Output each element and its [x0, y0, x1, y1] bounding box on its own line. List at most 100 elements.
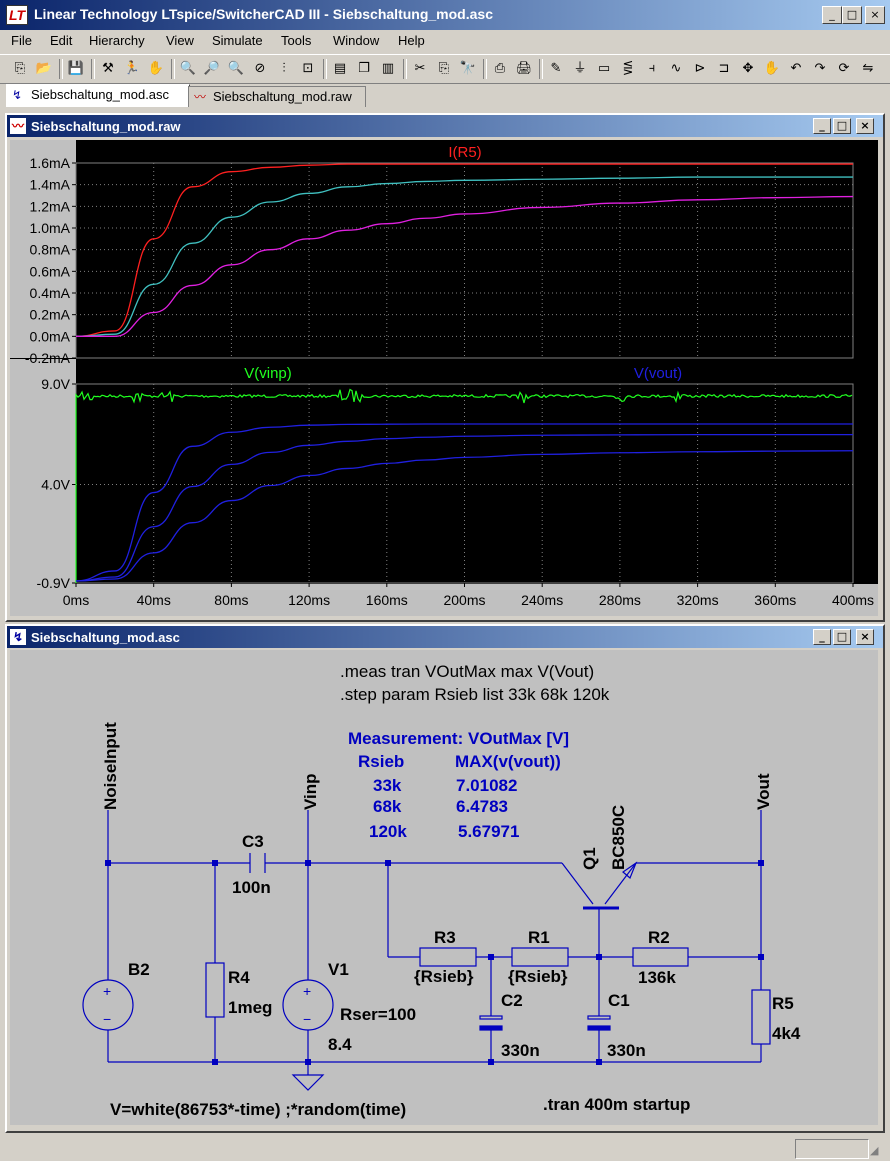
r5-value[interactable]: 4k4	[772, 1024, 801, 1043]
net-label-vinp[interactable]: Vinp	[301, 773, 320, 810]
run-icon[interactable]: 🏃	[123, 61, 141, 76]
print-icon[interactable]: 🖨	[515, 61, 533, 76]
schematic-close-button[interactable]: ×	[856, 629, 874, 645]
menu-tools[interactable]: Tools	[281, 33, 312, 48]
component-icon[interactable]: ⊐	[718, 61, 730, 76]
schematic-canvas[interactable]: + − + − .meas tran VOutMax max V(Vout) .…	[10, 650, 878, 1125]
svg-text:+: +	[303, 983, 311, 999]
undo-icon[interactable]: ↶	[790, 61, 802, 76]
tab-schematic[interactable]: ↯ Siebschaltung_mod.asc	[6, 84, 190, 107]
halt-icon[interactable]: ✋	[147, 61, 165, 76]
r5-name[interactable]: R5	[772, 994, 794, 1013]
diode-icon[interactable]: ⊳	[694, 61, 706, 76]
zoom-in-icon[interactable]: 🔍	[179, 61, 197, 76]
q1-name[interactable]: Q1	[580, 847, 599, 870]
c2-name[interactable]: C2	[501, 991, 523, 1010]
tab-waveform[interactable]: 〰 Siebschaltung_mod.raw	[188, 86, 366, 107]
r1-name[interactable]: R1	[528, 928, 550, 947]
menu-hierarchy[interactable]: Hierarchy	[89, 33, 145, 48]
current-trace-2	[75, 176, 853, 337]
v1-extra[interactable]: Rser=100	[340, 1005, 416, 1024]
mirror-icon[interactable]: ⇋	[862, 61, 874, 76]
resize-grip-icon[interactable]: ◢	[870, 1144, 879, 1157]
schematic-icon: ↯	[10, 629, 26, 645]
r4-value[interactable]: 1meg	[228, 998, 272, 1017]
menu-window[interactable]: Window	[333, 33, 380, 48]
close-button[interactable]: ×	[865, 6, 885, 24]
undo-zoom-icon[interactable]: ⊡	[302, 61, 314, 76]
find-icon[interactable]: 🔭	[459, 61, 477, 76]
b2-name[interactable]: B2	[128, 960, 150, 979]
drag-icon[interactable]: ✋	[763, 61, 781, 76]
schematic-maximize-button[interactable]: □	[833, 629, 851, 645]
step-directive[interactable]: .step param Rsieb list 33k 68k 120k	[340, 685, 610, 704]
autorange-icon[interactable]: ⫶	[282, 61, 286, 76]
current-trace-1	[75, 163, 853, 337]
tile-horizontal-icon[interactable]: ▤	[333, 61, 347, 76]
tile-vertical-icon[interactable]: ▥	[381, 61, 395, 76]
minimize-button[interactable]: _	[822, 6, 842, 24]
rotate-icon[interactable]: ⟳	[838, 61, 850, 76]
maximize-button[interactable]: □	[842, 6, 862, 24]
meas-directive[interactable]: .meas tran VOutMax max V(Vout)	[340, 662, 594, 681]
y-tick-label: 1.6mA	[30, 155, 71, 171]
menu-bar: File Edit Hierarchy View Simulate Tools …	[0, 30, 890, 52]
trace-label-vinp[interactable]: V(vinp)	[244, 365, 292, 382]
r4-name[interactable]: R4	[228, 968, 250, 987]
draw-wire-icon[interactable]: ✎	[550, 61, 562, 76]
move-icon[interactable]: ✥	[742, 61, 754, 76]
c1-value[interactable]: 330n	[607, 1041, 646, 1060]
net-label-noiseinput[interactable]: NoiseInput	[101, 722, 120, 810]
resistor-icon[interactable]: ⋚	[622, 61, 634, 76]
menu-edit[interactable]: Edit	[50, 33, 73, 48]
waveform-plot-area[interactable]: 1.6mA 1.4mA 1.2mA 1.0mA 0.8mA 0.6mA 0.4mA 0.2mA…	[10, 140, 878, 616]
open-icon[interactable]: 📂	[35, 61, 53, 76]
inductor-icon[interactable]: ∿	[670, 61, 682, 76]
capacitor-icon[interactable]: ⫞	[648, 61, 656, 76]
cut-icon[interactable]: ✂	[414, 61, 426, 76]
r3-name[interactable]: R3	[434, 928, 456, 947]
save-icon[interactable]: 💾	[67, 61, 85, 76]
waveform-minimize-button[interactable]: _	[813, 118, 831, 134]
net-label-vout[interactable]: Vout	[754, 773, 773, 810]
copy-icon[interactable]: ⎘	[438, 61, 450, 76]
control-panel-icon[interactable]: ⚒	[102, 61, 114, 76]
waveform-maximize-button[interactable]: □	[833, 118, 851, 134]
vout-trace-2	[75, 434, 853, 582]
r1-value[interactable]: {Rsieb}	[508, 967, 568, 986]
zoom-out-icon[interactable]: 🔍	[227, 61, 245, 76]
label-icon[interactable]: ▭	[597, 61, 611, 76]
zoom-cancel-icon[interactable]: ⊘	[254, 61, 266, 76]
c1-name[interactable]: C1	[608, 991, 630, 1010]
new-schematic-icon[interactable]: ⎘	[14, 61, 26, 76]
r3-value[interactable]: {Rsieb}	[414, 967, 474, 986]
zoom-region-icon[interactable]: 🔎	[203, 61, 221, 76]
schematic-minimize-button[interactable]: _	[813, 629, 831, 645]
v1-value[interactable]: 8.4	[328, 1035, 352, 1054]
cascade-icon[interactable]: ❐	[358, 61, 370, 76]
r2-name[interactable]: R2	[648, 928, 670, 947]
menu-view[interactable]: View	[166, 33, 194, 48]
app-logo-icon: LT	[6, 5, 28, 25]
q1-value[interactable]: BC850C	[609, 805, 628, 870]
b2-expression[interactable]: V=white(86753*-time) ;*random(time)	[110, 1100, 406, 1119]
c3-value[interactable]: 100n	[232, 878, 271, 897]
ground-icon[interactable]: ⏚	[573, 61, 587, 76]
v1-name[interactable]: V1	[328, 960, 349, 979]
x-tick-label: 360ms	[754, 592, 796, 608]
r2-value[interactable]: 136k	[638, 968, 676, 987]
c3-name[interactable]: C3	[242, 832, 264, 851]
print-preview-icon[interactable]: ⎙	[494, 61, 506, 76]
trace-label-ir5[interactable]: I(R5)	[448, 144, 481, 161]
c2-value[interactable]: 330n	[501, 1041, 540, 1060]
menu-file[interactable]: File	[11, 33, 32, 48]
waveform-close-button[interactable]: ×	[856, 118, 874, 134]
tran-directive[interactable]: .tran 400m startup	[543, 1095, 690, 1114]
trace-label-vout[interactable]: V(vout)	[634, 365, 682, 382]
schematic-icon: ↯	[12, 88, 23, 102]
menu-simulate[interactable]: Simulate	[212, 33, 263, 48]
redo-icon[interactable]: ↷	[814, 61, 826, 76]
x-tick-label: 400ms	[832, 592, 874, 608]
menu-help[interactable]: Help	[398, 33, 425, 48]
y-tick-label: 9.0V	[41, 376, 70, 392]
